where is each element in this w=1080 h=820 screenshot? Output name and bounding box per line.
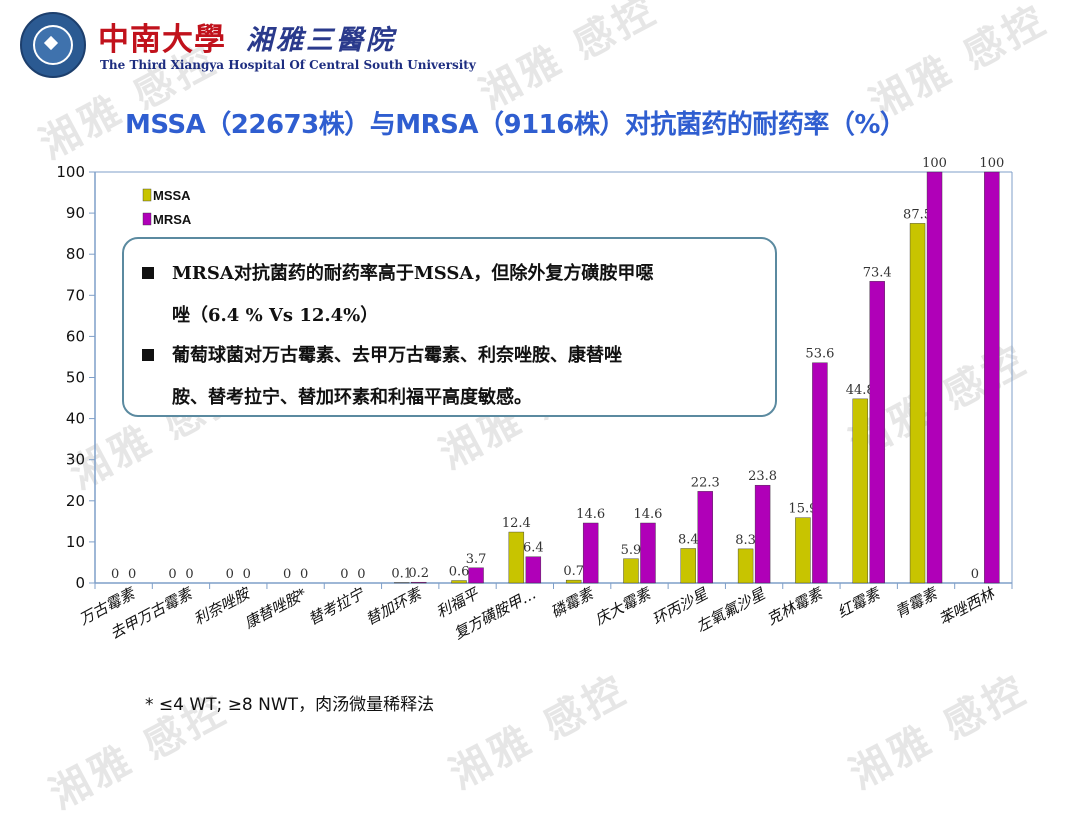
bar-mrsa: [984, 172, 999, 583]
x-tick-label: 替加环素: [363, 584, 426, 629]
x-tick-label: 青霉素: [892, 584, 942, 622]
y-tick-label: 50: [66, 369, 85, 387]
callout-line-2: 唑（6.4 % Vs 12.4%）: [172, 301, 378, 327]
data-label-mrsa: 0: [357, 567, 365, 582]
x-tick-label: 克林霉素: [764, 584, 827, 629]
y-tick-label: 10: [66, 533, 85, 551]
footnote: * ≤4 WT; ≥8 NWT，肉汤微量稀释法: [145, 690, 434, 715]
bar-mssa: [853, 399, 868, 583]
x-tick-label: 替考拉宁: [305, 584, 368, 629]
bar-mrsa: [870, 281, 885, 583]
data-label-mrsa: 6.4: [523, 541, 544, 556]
data-label-mrsa: 3.7: [466, 552, 487, 567]
data-label-mssa: 5.9: [621, 543, 642, 558]
bar-mssa: [910, 223, 925, 583]
data-label-mrsa: 0: [128, 567, 136, 582]
data-label-mssa: 0: [340, 567, 348, 582]
data-label-mrsa: 14.6: [576, 507, 605, 522]
x-tick-label: 磷霉素: [548, 584, 598, 622]
x-tick-label: 康替唑胺*: [241, 584, 309, 632]
data-label-mrsa: 14.6: [633, 507, 662, 522]
bar-mssa: [566, 580, 581, 583]
legend-label-mssa: MSSA: [153, 188, 191, 203]
y-tick-label: 100: [56, 163, 85, 181]
y-tick-label: 0: [75, 574, 85, 592]
bar-mrsa: [469, 568, 484, 583]
data-label-mrsa: 100: [979, 156, 1004, 171]
callout-line-1: MRSA对抗菌药的耐药率高于MSSA，但除外复方磺胺甲噁: [172, 259, 653, 285]
bullet-icon: [142, 267, 154, 279]
data-label-mrsa: 0.2: [408, 566, 429, 581]
x-tick-label: 庆大霉素: [592, 584, 655, 629]
data-label-mssa: 0: [111, 567, 119, 582]
y-tick-label: 70: [66, 286, 85, 304]
data-label-mrsa: 73.4: [863, 265, 892, 280]
x-tick-label: 苯唑西林: [936, 584, 999, 629]
data-label-mssa: 0: [168, 567, 176, 582]
bar-mrsa: [411, 582, 426, 583]
bar-mrsa: [526, 557, 541, 583]
data-label-mrsa: 100: [922, 156, 947, 171]
data-label-mrsa: 53.6: [805, 347, 834, 362]
data-label-mssa: 8.3: [735, 533, 756, 548]
data-label-mrsa: 22.3: [691, 475, 720, 490]
y-tick-label: 60: [66, 327, 85, 345]
data-label-mssa: 0.7: [563, 564, 584, 579]
data-label-mssa: 0: [283, 567, 291, 582]
data-label-mrsa: 0: [243, 567, 251, 582]
bullet-icon: [142, 349, 154, 361]
bar-mssa: [509, 532, 524, 583]
y-tick-label: 40: [66, 410, 85, 428]
summary-callout: MRSA对抗菌药的耐药率高于MSSA，但除外复方磺胺甲噁 唑（6.4 % Vs …: [122, 237, 777, 417]
y-tick-label: 90: [66, 204, 85, 222]
data-label-mrsa: 0: [185, 567, 193, 582]
legend-label-mrsa: MRSA: [153, 212, 192, 227]
bar-mssa: [623, 559, 638, 583]
bar-mrsa: [583, 523, 598, 583]
bar-mrsa: [755, 485, 770, 583]
bar-mssa: [738, 549, 753, 583]
bar-mssa: [681, 548, 696, 583]
data-label-mssa: 0: [971, 567, 979, 582]
legend-swatch-mrsa: [143, 213, 151, 225]
y-tick-label: 80: [66, 245, 85, 263]
data-label-mrsa: 0: [300, 567, 308, 582]
callout-line-4: 胺、替考拉宁、替加环素和利福平高度敏感。: [172, 383, 532, 409]
data-label-mssa: 12.4: [502, 516, 531, 531]
x-tick-label: 红霉素: [834, 584, 884, 622]
bar-mrsa: [812, 363, 827, 583]
bar-mrsa: [640, 523, 655, 583]
bar-mssa: [795, 518, 810, 583]
y-tick-label: 20: [66, 492, 85, 510]
y-tick-label: 30: [66, 451, 85, 469]
data-label-mrsa: 23.8: [748, 469, 777, 484]
bar-mrsa: [927, 172, 942, 583]
bar-mrsa: [698, 491, 713, 583]
data-label-mssa: 0: [226, 567, 234, 582]
data-label-mssa: 8.4: [678, 532, 699, 547]
legend-swatch-mssa: [143, 189, 151, 201]
callout-line-3: 葡萄球菌对万古霉素、去甲万古霉素、利奈唑胺、康替唑: [172, 341, 622, 367]
bar-mssa: [452, 581, 467, 583]
